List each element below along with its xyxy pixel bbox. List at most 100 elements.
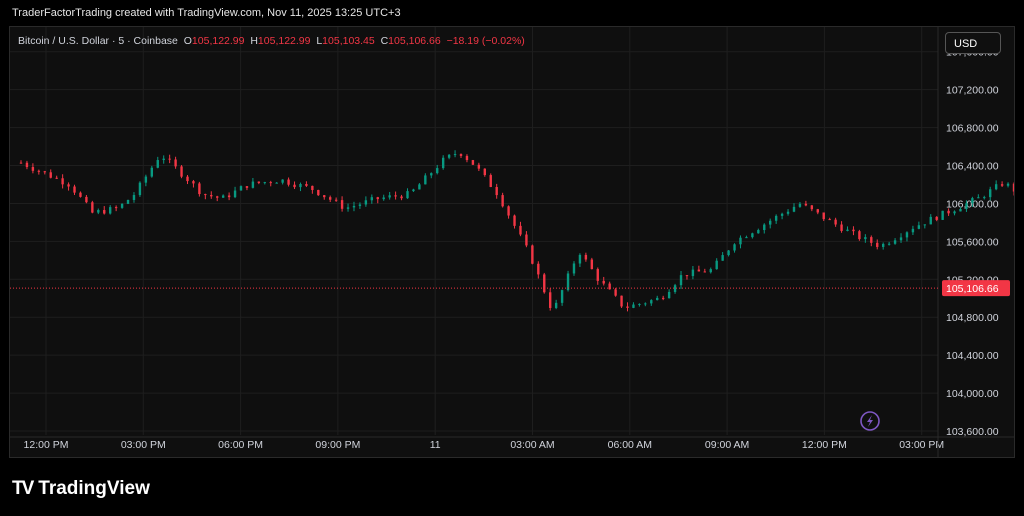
- low-label: L: [316, 35, 323, 47]
- candle-body: [525, 234, 528, 246]
- candle-body: [97, 210, 100, 213]
- candle-body: [126, 199, 130, 204]
- candle-body: [436, 168, 439, 174]
- candle-body: [697, 269, 701, 272]
- candle-body: [328, 197, 332, 200]
- ohlc-legend: Bitcoin / U.S. Dollar · 5 · Coinbase O10…: [18, 35, 525, 47]
- candle-body: [941, 210, 944, 220]
- candle-body: [858, 231, 861, 240]
- x-tick-label: 03:00 PM: [899, 439, 944, 451]
- candle-body: [162, 158, 165, 161]
- candle-body: [977, 197, 980, 199]
- candle-body: [352, 205, 356, 208]
- candle-body: [103, 210, 106, 214]
- candle-body: [852, 229, 855, 232]
- candle-body: [953, 211, 956, 214]
- candle-body: [632, 304, 635, 308]
- candle-body: [198, 183, 201, 195]
- candle-body: [733, 244, 736, 251]
- x-tick-label: 03:00 PM: [121, 439, 166, 451]
- candle-body: [299, 184, 302, 188]
- candle-body: [85, 196, 88, 203]
- candle-body: [317, 189, 320, 196]
- candle-body: [441, 157, 445, 169]
- candle-body: [323, 195, 326, 198]
- x-tick-label: 12:00 PM: [802, 439, 847, 451]
- candle-body: [174, 159, 177, 167]
- candle-body: [685, 275, 689, 277]
- candle-body: [644, 303, 647, 305]
- candle-body: [501, 195, 504, 207]
- candle-body: [287, 179, 290, 185]
- x-tick-label: 06:00 AM: [608, 439, 652, 451]
- candle-body: [846, 229, 849, 231]
- candle-body: [971, 198, 974, 204]
- candle-body: [31, 167, 35, 171]
- candle-body: [840, 224, 843, 231]
- candle-body: [144, 176, 148, 183]
- candle-body: [507, 206, 510, 216]
- chart-panel[interactable]: 107,600.00107,200.00106,800.00106,400.00…: [9, 26, 1015, 458]
- candle-body: [61, 178, 64, 185]
- candle-body: [673, 285, 677, 292]
- candle-body: [340, 200, 344, 209]
- candle-body: [513, 215, 516, 226]
- candle-body: [804, 203, 808, 206]
- x-tick-label: 06:00 PM: [218, 439, 263, 451]
- candle-body: [864, 237, 867, 240]
- candle-body: [489, 175, 492, 187]
- candle-body: [656, 297, 659, 301]
- candle-body: [430, 173, 433, 176]
- currency-button[interactable]: USD: [945, 32, 1001, 54]
- candle-body: [715, 260, 718, 270]
- candle-body: [543, 274, 546, 293]
- candle-body: [578, 254, 582, 264]
- candle-body: [465, 155, 469, 161]
- candle-body: [881, 243, 885, 247]
- lightning-replay-icon[interactable]: [860, 411, 880, 431]
- candle-body: [828, 219, 831, 221]
- candle-body: [447, 154, 451, 158]
- candle-body: [370, 197, 374, 201]
- chart-attribution: TraderFactorTrading created with Trading…: [12, 7, 401, 19]
- y-tick-label: 103,600.00: [946, 426, 999, 438]
- candle-body: [923, 224, 927, 226]
- candle-body: [638, 303, 641, 305]
- price-chart[interactable]: 107,600.00107,200.00106,800.00106,400.00…: [10, 27, 1015, 458]
- x-tick-label: 09:00 PM: [315, 439, 360, 451]
- candle-body: [269, 182, 272, 184]
- x-tick-label: 03:00 AM: [510, 439, 554, 451]
- tradingview-logo[interactable]: TV TradingView: [12, 478, 150, 500]
- candle-body: [560, 290, 564, 303]
- candle-body: [150, 167, 154, 177]
- candle-body: [661, 297, 665, 299]
- candle-body: [418, 184, 421, 190]
- candle-body: [210, 195, 213, 197]
- close-label: C: [380, 35, 389, 47]
- candle-body: [959, 208, 962, 212]
- candle-body: [221, 195, 225, 198]
- candle-body: [792, 206, 796, 212]
- candle-body: [168, 158, 171, 160]
- candle-body: [263, 182, 266, 184]
- candle-body: [257, 181, 261, 183]
- candle-body: [37, 170, 41, 172]
- candle-body: [251, 181, 255, 188]
- candle-body: [691, 269, 695, 277]
- candle-body: [477, 164, 481, 169]
- candle-body: [43, 171, 46, 173]
- candle-body: [745, 237, 748, 239]
- candle-body: [519, 225, 522, 235]
- candle-body: [358, 204, 362, 206]
- y-tick-label: 104,400.00: [946, 350, 999, 362]
- candle-body: [233, 190, 237, 198]
- high-label: H: [250, 35, 258, 47]
- candle-body: [983, 197, 986, 199]
- y-tick-label: 105,600.00: [946, 236, 999, 248]
- symbol-label[interactable]: Bitcoin / U.S. Dollar · 5 · Coinbase: [18, 35, 178, 47]
- candle-body: [73, 186, 76, 193]
- candle-body: [275, 182, 278, 184]
- candle-body: [965, 203, 968, 209]
- y-tick-label: 106,400.00: [946, 161, 999, 173]
- candle-body: [780, 213, 784, 216]
